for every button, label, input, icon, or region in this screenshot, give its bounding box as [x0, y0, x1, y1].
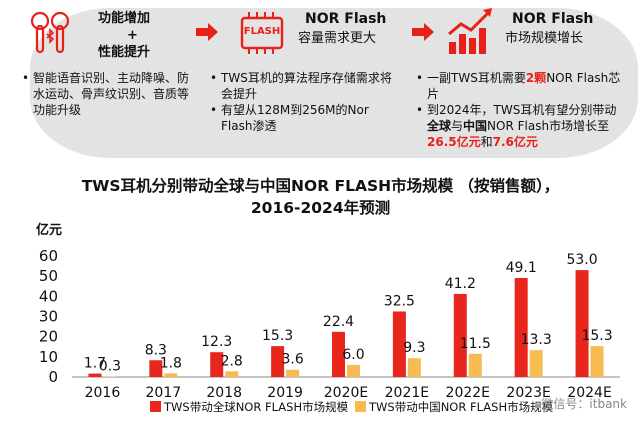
step1-title-line1: 功能增加 — [98, 11, 151, 26]
step2-title: NOR Flash — [305, 11, 387, 27]
bar-global — [392, 311, 406, 377]
y-tick-label: 0 — [48, 368, 58, 386]
arrow-icon — [196, 23, 218, 41]
step3-subtitle: 市场规模增长 — [505, 31, 584, 46]
bar-global — [453, 293, 467, 377]
chart-title: TWS耳机分别带动全球与中国NOR FLASH市场规模 （按销售额）， 2016… — [0, 175, 641, 219]
bar-global — [88, 373, 102, 377]
bar-global — [149, 360, 163, 377]
data-label: 32.5 — [384, 293, 415, 309]
step3-title: NOR Flash — [512, 11, 594, 27]
data-label: 22.4 — [323, 314, 354, 330]
data-label: 15.3 — [581, 328, 612, 344]
data-label: 11.5 — [460, 336, 491, 352]
data-label: 13.3 — [521, 332, 552, 348]
bar-china — [164, 373, 178, 377]
data-label: 9.3 — [403, 340, 425, 356]
legend-swatch-china — [355, 401, 366, 412]
chart-title-line1: TWS耳机分别带动全球与中国NOR FLASH市场规模 （按销售额）， — [81, 177, 560, 195]
x-tick-label: 2016 — [85, 385, 121, 401]
bar-china — [225, 371, 239, 377]
bar-china — [103, 376, 117, 377]
step3-bullet-1: 一副TWS耳机需要2颗NOR Flash芯片 — [416, 70, 628, 102]
chart-title-line2: 2016-2024年预测 — [250, 199, 391, 217]
bar-china — [407, 358, 421, 377]
bar-global — [575, 270, 589, 377]
bar-china — [347, 364, 360, 377]
data-label: 53.0 — [566, 252, 597, 268]
step1-bullet: 智能语音识别、主动降噪、防水运动、骨声纹识别、音质等功能升级 — [22, 70, 194, 118]
bullet-bold: 中国 — [463, 119, 488, 133]
step2-bullet: 有望从128M到256M的Nor Flash渗透 — [210, 102, 400, 134]
growth-chart-icon — [445, 6, 497, 56]
y-tick-label: 20 — [39, 328, 58, 346]
flash-chip-icon — [237, 10, 287, 56]
step1-earbuds-icon — [28, 8, 74, 60]
bar-global — [271, 346, 285, 377]
bullet-bold: 全球 — [427, 119, 452, 133]
data-label: 1.8 — [160, 355, 182, 371]
step1-bullets: 智能语音识别、主动降噪、防水运动、骨声纹识别、音质等功能升级 — [22, 70, 194, 118]
bullet-text: 一副TWS耳机需要 — [427, 71, 526, 85]
legend-label-global: TWS带动全球NOR FLASH市场规模 — [163, 400, 349, 414]
top-banner: 功能增加 + 性能提升 FLASH NOR Flash 容量需求更大 NOR — [0, 0, 641, 165]
step2-bullets: TWS耳机的算法程序存储需求将会提升 有望从128M到256M的Nor Flas… — [210, 70, 400, 134]
x-tick-label: 2022E — [446, 385, 490, 401]
x-tick-label: 2024E — [567, 385, 611, 401]
bar-global — [332, 331, 345, 377]
step1-title-plus: + — [127, 28, 138, 43]
data-label: 12.3 — [201, 334, 232, 350]
data-label: 15.3 — [262, 328, 293, 344]
step1-title-line2: 性能提升 — [98, 45, 151, 60]
data-label: 0.3 — [99, 358, 121, 374]
x-tick-label: 2020E — [324, 385, 368, 401]
y-tick-label: 50 — [39, 267, 58, 285]
data-label: 1.7 — [84, 356, 106, 372]
flash-chip-label: FLASH — [243, 26, 281, 37]
y-tick-label: 60 — [39, 247, 58, 265]
watermark: 微信号：itbank — [541, 397, 627, 411]
bullet-highlight: 2颗 — [525, 71, 547, 85]
x-tick-label: 2021E — [385, 385, 429, 401]
arrow-icon — [412, 23, 434, 41]
bullet-text: 到2024年，TWS耳机有望分别带动 — [427, 103, 617, 117]
data-label: 2.8 — [221, 353, 243, 369]
step2-subtitle: 容量需求更大 — [298, 31, 377, 46]
data-label: 49.1 — [506, 260, 537, 276]
bar-global — [514, 277, 528, 377]
bullet-text: NOR Flash芯片 — [427, 71, 621, 101]
bar-china — [286, 369, 300, 377]
x-tick-label: 2017 — [146, 385, 182, 401]
x-tick-label: 2023E — [506, 385, 550, 401]
data-label: 3.6 — [281, 352, 303, 368]
step3-bullet-2: 到2024年，TWS耳机有望分别带动全球与中国NOR Flash市场增长至 26.… — [416, 102, 628, 150]
data-label: 41.2 — [445, 276, 476, 292]
x-tick-label: 2019 — [267, 385, 303, 401]
legend-label-china: TWS带动中国NOR FLASH市场规模 — [368, 400, 554, 414]
y-axis-label: 亿元 — [36, 222, 62, 238]
bullet-text: 与 — [451, 119, 464, 133]
step2-bullet: TWS耳机的算法程序存储需求将会提升 — [210, 70, 400, 102]
data-label: 6.0 — [342, 347, 364, 363]
bar-global — [210, 352, 224, 377]
legend-swatch-global — [150, 401, 161, 412]
y-tick-label: 40 — [39, 287, 58, 305]
step3-bullets: 一副TWS耳机需要2颗NOR Flash芯片 到2024年，TWS耳机有望分别带… — [416, 70, 628, 150]
bullet-text: 和 — [480, 135, 493, 149]
bullet-text: NOR Flash市场增长至 — [487, 119, 610, 133]
bar-china — [529, 350, 543, 377]
bar-china — [468, 353, 482, 377]
bar-china — [590, 346, 604, 377]
data-label: 8.3 — [145, 342, 167, 358]
bullet-highlight: 26.5亿元 — [427, 135, 481, 149]
bullet-highlight: 7.6亿元 — [492, 135, 538, 149]
x-tick-label: 2018 — [206, 385, 242, 401]
y-tick-label: 30 — [39, 308, 58, 326]
y-tick-label: 10 — [39, 348, 58, 366]
